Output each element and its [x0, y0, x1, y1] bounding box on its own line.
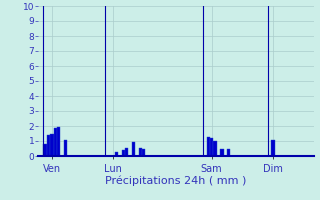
Bar [54, 128, 57, 156]
Bar [50, 134, 54, 156]
Bar [64, 140, 67, 156]
Bar [142, 148, 145, 156]
Bar [207, 137, 210, 156]
Bar [115, 152, 118, 156]
Bar [44, 144, 47, 156]
Bar [271, 140, 275, 156]
Bar [139, 148, 142, 156]
Bar [125, 148, 128, 156]
Bar [227, 149, 230, 156]
X-axis label: Précipitations 24h ( mm ): Précipitations 24h ( mm ) [105, 175, 247, 186]
Bar [213, 141, 217, 156]
Bar [132, 142, 135, 156]
Bar [220, 148, 224, 156]
Bar [210, 138, 213, 156]
Bar [122, 150, 125, 156]
Bar [47, 135, 50, 156]
Bar [57, 127, 60, 156]
